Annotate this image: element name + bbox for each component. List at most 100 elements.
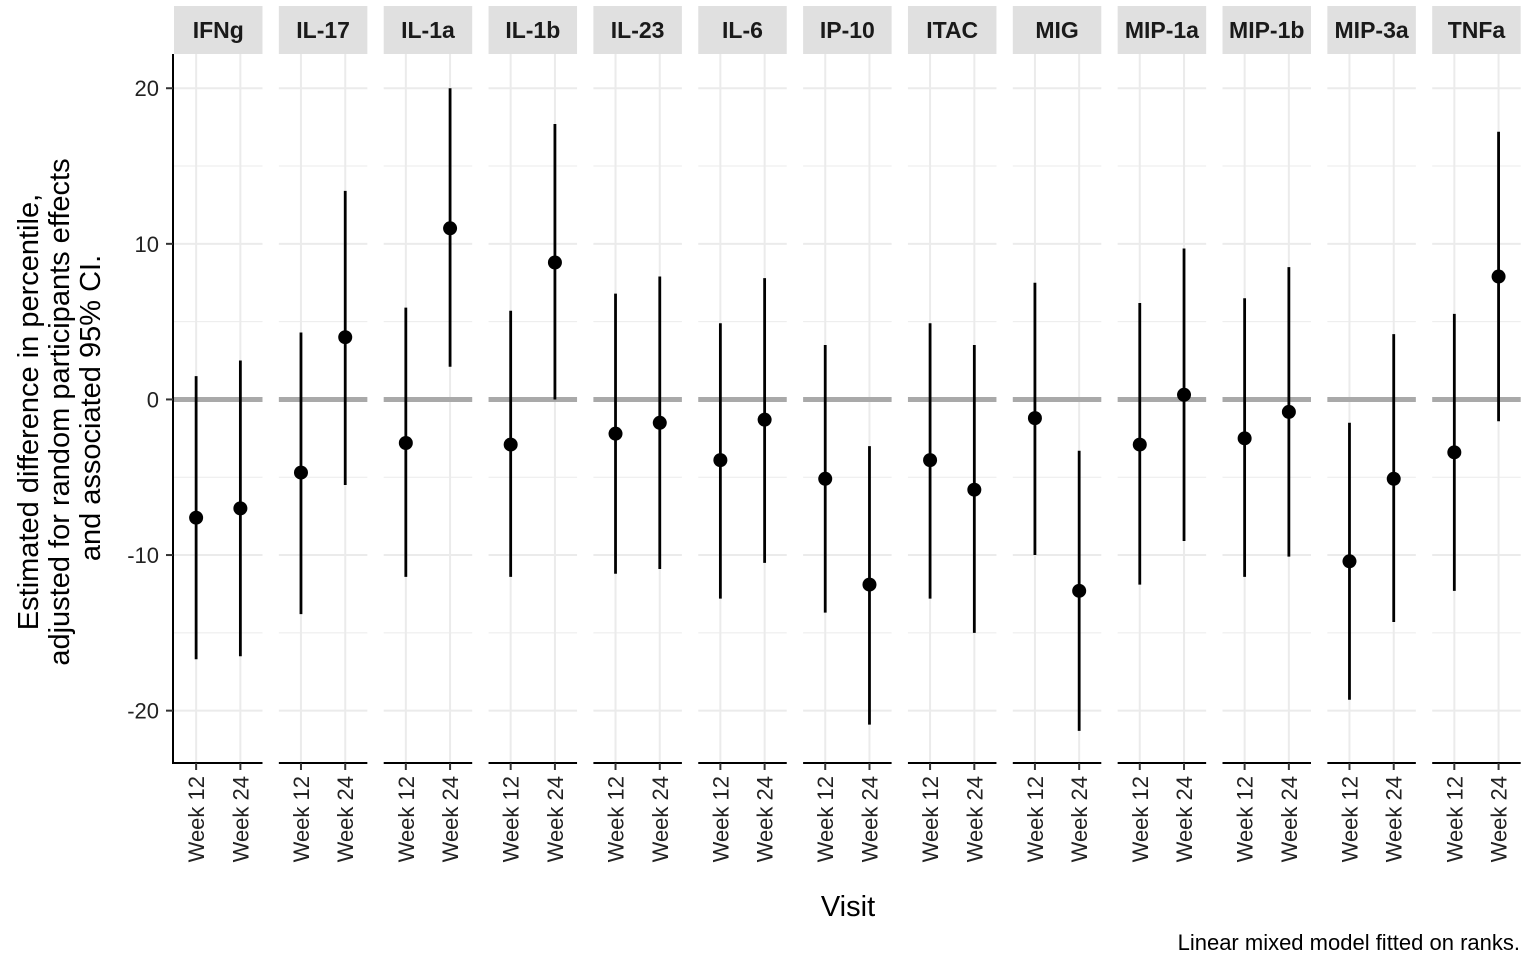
x-tick-label: Week 24 [228,776,253,862]
y-tick-label: -20 [127,699,159,724]
x-tick-label: Week 24 [1382,776,1407,862]
estimate-point [713,453,728,468]
y-tick-label: -10 [127,543,159,568]
estimate-point [1132,437,1147,452]
x-tick-label: Week 24 [438,776,463,862]
x-axis-title: Visit [821,891,875,923]
estimate-point [862,577,877,592]
facet-label: MIG [1035,17,1078,43]
y-tick-label: 20 [135,76,159,101]
x-tick-label: Week 24 [1487,776,1512,862]
estimate-point [293,465,308,480]
facet-panel: IL-1a Week 12 Week 24 [383,6,473,862]
y-axis-title-line-1: Estimated difference in percentile, [13,194,45,630]
estimate-point [338,330,353,345]
x-tick-label: Week 12 [1442,776,1467,862]
facet-panel: IL-1b Week 12 Week 24 [488,6,578,862]
estimate-point [1386,471,1401,486]
facet-strip [488,6,578,54]
facet-strip [174,6,263,54]
facet-strip [1222,6,1311,54]
estimate-point [233,501,248,516]
facet-label: MIP-1a [1125,17,1199,43]
y-tick-label: 10 [135,232,159,257]
facet-label: TNFa [1448,17,1506,43]
facet-strip [593,6,682,54]
x-tick-label: Week 12 [813,776,838,862]
facet-panel: TNFa Week 12 Week 24 [1432,6,1521,862]
facet-strip [383,6,473,54]
y-tick-label: 0 [147,387,159,412]
facet-strip [1327,6,1416,54]
facet-panel: IL-17 Week 12 Week 24 [278,6,368,862]
x-tick-label: Week 12 [184,776,209,862]
y-axis-title-line-2: adjusted for random participants effects [44,158,76,665]
facet-panel: MIG Week 12 Week 24 [1012,6,1102,862]
x-tick-label: Week 12 [499,776,524,862]
x-tick-label: Week 24 [1277,776,1302,862]
facet-panel: IP-10 Week 12 Week 24 [803,6,892,862]
estimate-point [818,471,833,486]
facet-label: IL-1a [401,17,455,43]
facet-label: IP-10 [820,17,875,43]
estimate-point [1072,583,1087,598]
x-tick-label: Week 12 [1128,776,1153,862]
estimate-point [652,415,667,430]
x-tick-label: Week 24 [1067,776,1092,862]
facet-panel: IFNg Week 12 Week 24 [174,6,263,862]
facet-strip [278,6,368,54]
facet-strip [1117,6,1207,54]
facet-strip [907,6,997,54]
estimate-point [1447,445,1462,460]
estimate-point [1281,404,1296,419]
x-tick-label: Week 12 [708,776,733,862]
estimate-point [1491,269,1506,284]
facet-label: IL-6 [722,17,763,43]
chart-caption: Linear mixed model fitted on ranks. [1178,930,1520,955]
x-tick-label: Week 12 [918,776,943,862]
estimate-point [923,453,938,468]
facet-label: IL-23 [611,17,665,43]
estimate-point [1237,431,1252,446]
facet-panel: MIP-3a Week 12 Week 24 [1327,6,1416,862]
estimate-point [1342,554,1357,569]
facet-panel: IL-23 Week 12 Week 24 [593,6,682,862]
estimate-point [443,221,458,236]
estimate-point [398,436,413,451]
facet-strip [1432,6,1521,54]
facet-strip [1012,6,1102,54]
estimate-point [1177,387,1192,402]
facet-panel: IL-6 Week 12 Week 24 [698,6,787,862]
facet-label: ITAC [926,17,978,43]
x-tick-label: Week 12 [394,776,419,862]
facet-panel: MIP-1a Week 12 Week 24 [1117,6,1207,862]
facet-strip [803,6,892,54]
facet-label: MIP-3a [1335,17,1409,43]
facet-panel: ITAC Week 12 Week 24 [907,6,997,862]
facet-label: IL-17 [296,17,350,43]
estimate-point [503,437,518,452]
estimate-point [189,510,204,525]
x-tick-label: Week 24 [962,776,987,862]
facet-label: IL-1b [505,17,560,43]
facet-panel: MIP-1b Week 12 Week 24 [1222,6,1311,862]
y-axis-title-line-3: and associated 95% CI. [75,255,107,561]
estimate-point [1027,411,1042,426]
x-tick-label: Week 24 [333,776,358,862]
estimate-point [547,255,562,270]
x-tick-label: Week 12 [289,776,314,862]
x-tick-label: Week 12 [604,776,629,862]
facet-strip [698,6,787,54]
facet-label: MIP-1b [1229,17,1304,43]
x-tick-label: Week 12 [1337,776,1362,862]
x-tick-label: Week 24 [1172,776,1197,862]
y-axis: 20 10 0 -10 -20 [127,54,174,764]
estimate-point [967,482,982,497]
estimate-point [608,426,623,441]
x-tick-label: Week 24 [753,776,778,862]
y-axis-title: Estimated difference in percentile, adju… [13,150,107,665]
x-tick-label: Week 12 [1023,776,1048,862]
x-tick-label: Week 12 [1233,776,1258,862]
